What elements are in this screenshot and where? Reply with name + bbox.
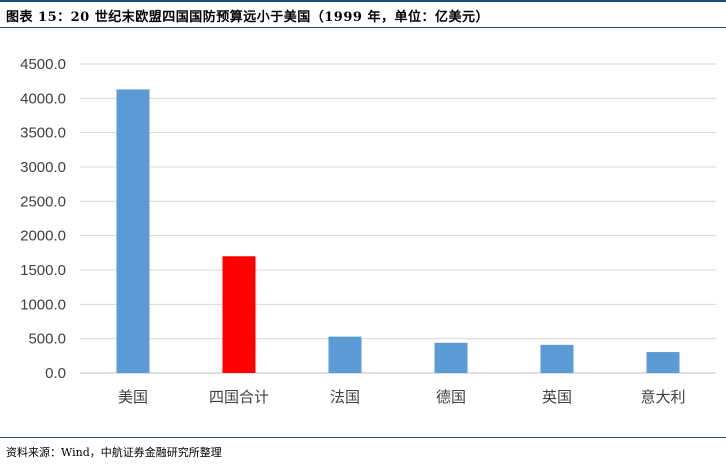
x-tick-label: 意大利 — [640, 388, 685, 406]
gridlines — [80, 63, 716, 374]
y-tick-label: 1500.0 — [20, 262, 66, 279]
bars — [116, 89, 680, 373]
y-tick-label: 500.0 — [28, 331, 66, 348]
top-rule — [0, 0, 726, 2]
y-axis-ticks: 0.0 500.0 1000.0 1500.0 2000.0 2500.0 3000.0 35… — [20, 56, 66, 382]
y-tick-label: 2000.0 — [20, 228, 66, 245]
x-tick-label: 法国 — [330, 388, 360, 406]
bar-5 — [646, 352, 680, 373]
bar-3 — [434, 342, 468, 373]
bar-4 — [540, 344, 574, 373]
x-tick-label: 美国 — [118, 388, 148, 406]
bar-0 — [116, 89, 150, 373]
chart-title: 图表 15：20 世纪末欧盟四国国防预算远小于美国（1999 年，单位：亿美元） — [6, 10, 489, 25]
bar-1 — [222, 256, 256, 373]
title-rule — [0, 27, 726, 28]
x-tick-label: 四国合计 — [209, 388, 269, 406]
y-tick-label: 3500.0 — [20, 125, 66, 142]
x-tick-label: 德国 — [436, 388, 466, 406]
bottom-rule — [0, 437, 726, 438]
y-tick-label: 3000.0 — [20, 159, 66, 176]
source-note: 资料来源：Wind，中航证券金融研究所整理 — [6, 446, 222, 459]
y-tick-label: 4000.0 — [20, 90, 66, 107]
bar-chart: 0.0 500.0 1000.0 1500.0 2000.0 2500.0 3000.0 35… — [20, 56, 716, 406]
bar-2 — [328, 336, 362, 373]
y-tick-label: 4500.0 — [20, 56, 66, 73]
y-tick-label: 2500.0 — [20, 193, 66, 210]
x-axis-ticks: 美国 四国合计 法国 德国 英国 意大利 — [118, 388, 686, 406]
y-tick-label: 0.0 — [45, 365, 66, 382]
x-tick-label: 英国 — [542, 388, 572, 406]
y-tick-label: 1000.0 — [20, 296, 66, 313]
